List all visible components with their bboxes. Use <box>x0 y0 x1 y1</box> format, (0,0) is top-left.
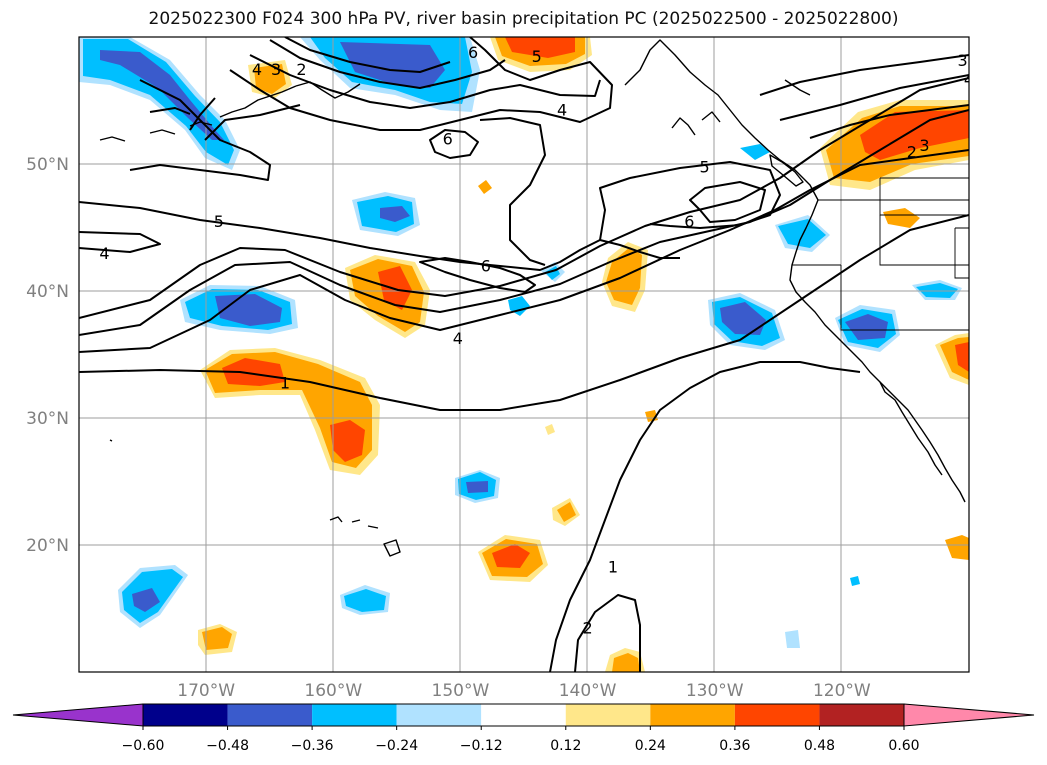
lat-tick-label: 30°N <box>26 409 69 429</box>
colorbar <box>12 703 1035 727</box>
pv-contour-label-text: 3 <box>271 60 281 79</box>
colorbar-segment <box>565 704 651 726</box>
pv-contour-label: 6 <box>468 43 478 62</box>
pv-contour-label-text: 1 <box>280 373 290 392</box>
pv-contour-label: 1 <box>280 373 290 392</box>
pv-contour-label-text: 6 <box>684 212 694 231</box>
pv-contour-label: 1 <box>608 558 618 577</box>
pv-contour-label: 4 <box>964 70 974 89</box>
colorbar-tick-label: 0.24 <box>635 738 666 754</box>
pv-contour-label: 4 <box>252 60 262 79</box>
lon-tick-label: 150°W <box>432 681 490 701</box>
pv-contour-label-text: 1 <box>608 558 618 577</box>
colorbar-tick-label: −0.24 <box>375 738 418 754</box>
pv-contour-label: 6 <box>684 212 694 231</box>
map-border <box>78 36 970 673</box>
colorbar-segment <box>312 704 397 726</box>
pv-contours <box>79 37 969 672</box>
lon-tick-label: 130°W <box>686 681 744 701</box>
pv-contour-label: 4 <box>557 100 567 119</box>
pv-contour-label-text: 6 <box>443 130 453 149</box>
pv-contour-label: 3 <box>958 51 968 70</box>
pv-contour-label-text: 5 <box>214 212 224 231</box>
colorbar-extend-low <box>12 703 144 727</box>
colorbar-segment <box>734 704 820 726</box>
pv-contour-label-text: 3 <box>958 51 968 70</box>
colorbar-segment <box>396 704 482 726</box>
pv-contour-label-text: 5 <box>532 47 542 66</box>
colorbar-tick-label: −0.12 <box>460 738 503 754</box>
pv-contour-label-text: 2 <box>296 60 306 79</box>
lat-tick-label: 20°N <box>26 536 69 556</box>
colorbar-tick-label: 0.48 <box>804 738 835 754</box>
pv-contour-label: 2 <box>296 60 306 79</box>
colorbar-segment <box>650 704 735 726</box>
pv-contour-label-text: 2 <box>907 142 917 161</box>
pv-contour-label: 5 <box>214 212 224 231</box>
pv-contour-label: 6 <box>481 257 491 276</box>
colorbar-segment <box>143 704 228 726</box>
pv-contour-label: 4 <box>99 244 109 263</box>
colorbar-segment <box>481 704 566 726</box>
pv-contour-label: 4 <box>453 329 463 348</box>
pv-contour-label: 2 <box>582 619 592 638</box>
pv-contour-label: 2 <box>907 142 917 161</box>
map-title: 2025022300 F024 300 hPa PV, river basin … <box>148 9 899 29</box>
colorbar-segment <box>227 704 313 726</box>
lon-tick-label: 140°W <box>559 681 617 701</box>
pv-contour-label: 3 <box>271 60 281 79</box>
pv-contour-label-text: 6 <box>481 257 491 276</box>
pv-contour-label-text: 2 <box>582 619 592 638</box>
political-borders <box>792 177 969 331</box>
pv-contour-label: 5 <box>532 47 542 66</box>
latitude-tick-labels: 20°N 30°N 40°N 50°N <box>26 155 69 556</box>
lat-tick-label: 50°N <box>26 155 69 175</box>
colorbar-tick-label: −0.60 <box>122 738 165 754</box>
pv-contour-label-text: 4 <box>99 244 109 263</box>
pv-contour-label-text: 4 <box>252 60 262 79</box>
colorbar-tick-label: 0.12 <box>550 738 581 754</box>
colorbar-segment <box>819 704 904 726</box>
pv-contour-label: 6 <box>443 130 453 149</box>
pv-contour-label-text: 4 <box>964 70 974 89</box>
pv-contour-label: 2 <box>995 51 1007 70</box>
pv-contour-label-text: 6 <box>468 43 478 62</box>
pv-contour-label: 3 <box>919 136 929 155</box>
colorbar-tick-label: 0.60 <box>888 738 919 754</box>
colorbar-frame <box>142 703 905 727</box>
colorbar-extend-high <box>903 703 1035 727</box>
pv-contour-label-text: 4 <box>557 100 567 119</box>
colorbar-tick-label: −0.36 <box>291 738 334 754</box>
pv-contour-label-text: 5 <box>699 158 709 177</box>
lon-tick-label: 120°W <box>813 681 871 701</box>
colorbar-tick-labels: −0.60 −0.48 −0.36 −0.24 −0.12 0.12 0.24 0.36 0.4… <box>122 726 920 754</box>
precip-anomaly-shading <box>79 37 969 672</box>
pv-contour-label-text: 3 <box>919 136 929 155</box>
colorbar-tick-label: 0.36 <box>719 738 750 754</box>
lon-tick-label: 160°W <box>304 681 362 701</box>
colorbar-tick-label: −0.48 <box>206 738 249 754</box>
lon-tick-label: 170°W <box>177 681 235 701</box>
map-gridlines <box>79 37 969 672</box>
longitude-tick-labels: 170°W 160°W 150°W 140°W 130°W 120°W <box>177 681 871 701</box>
lat-tick-label: 40°N <box>26 282 69 302</box>
pv-contour-label-text: 2 <box>996 51 1006 70</box>
pv-contour-label-text: 4 <box>453 329 463 348</box>
pv-contour-label: 5 <box>699 158 709 177</box>
